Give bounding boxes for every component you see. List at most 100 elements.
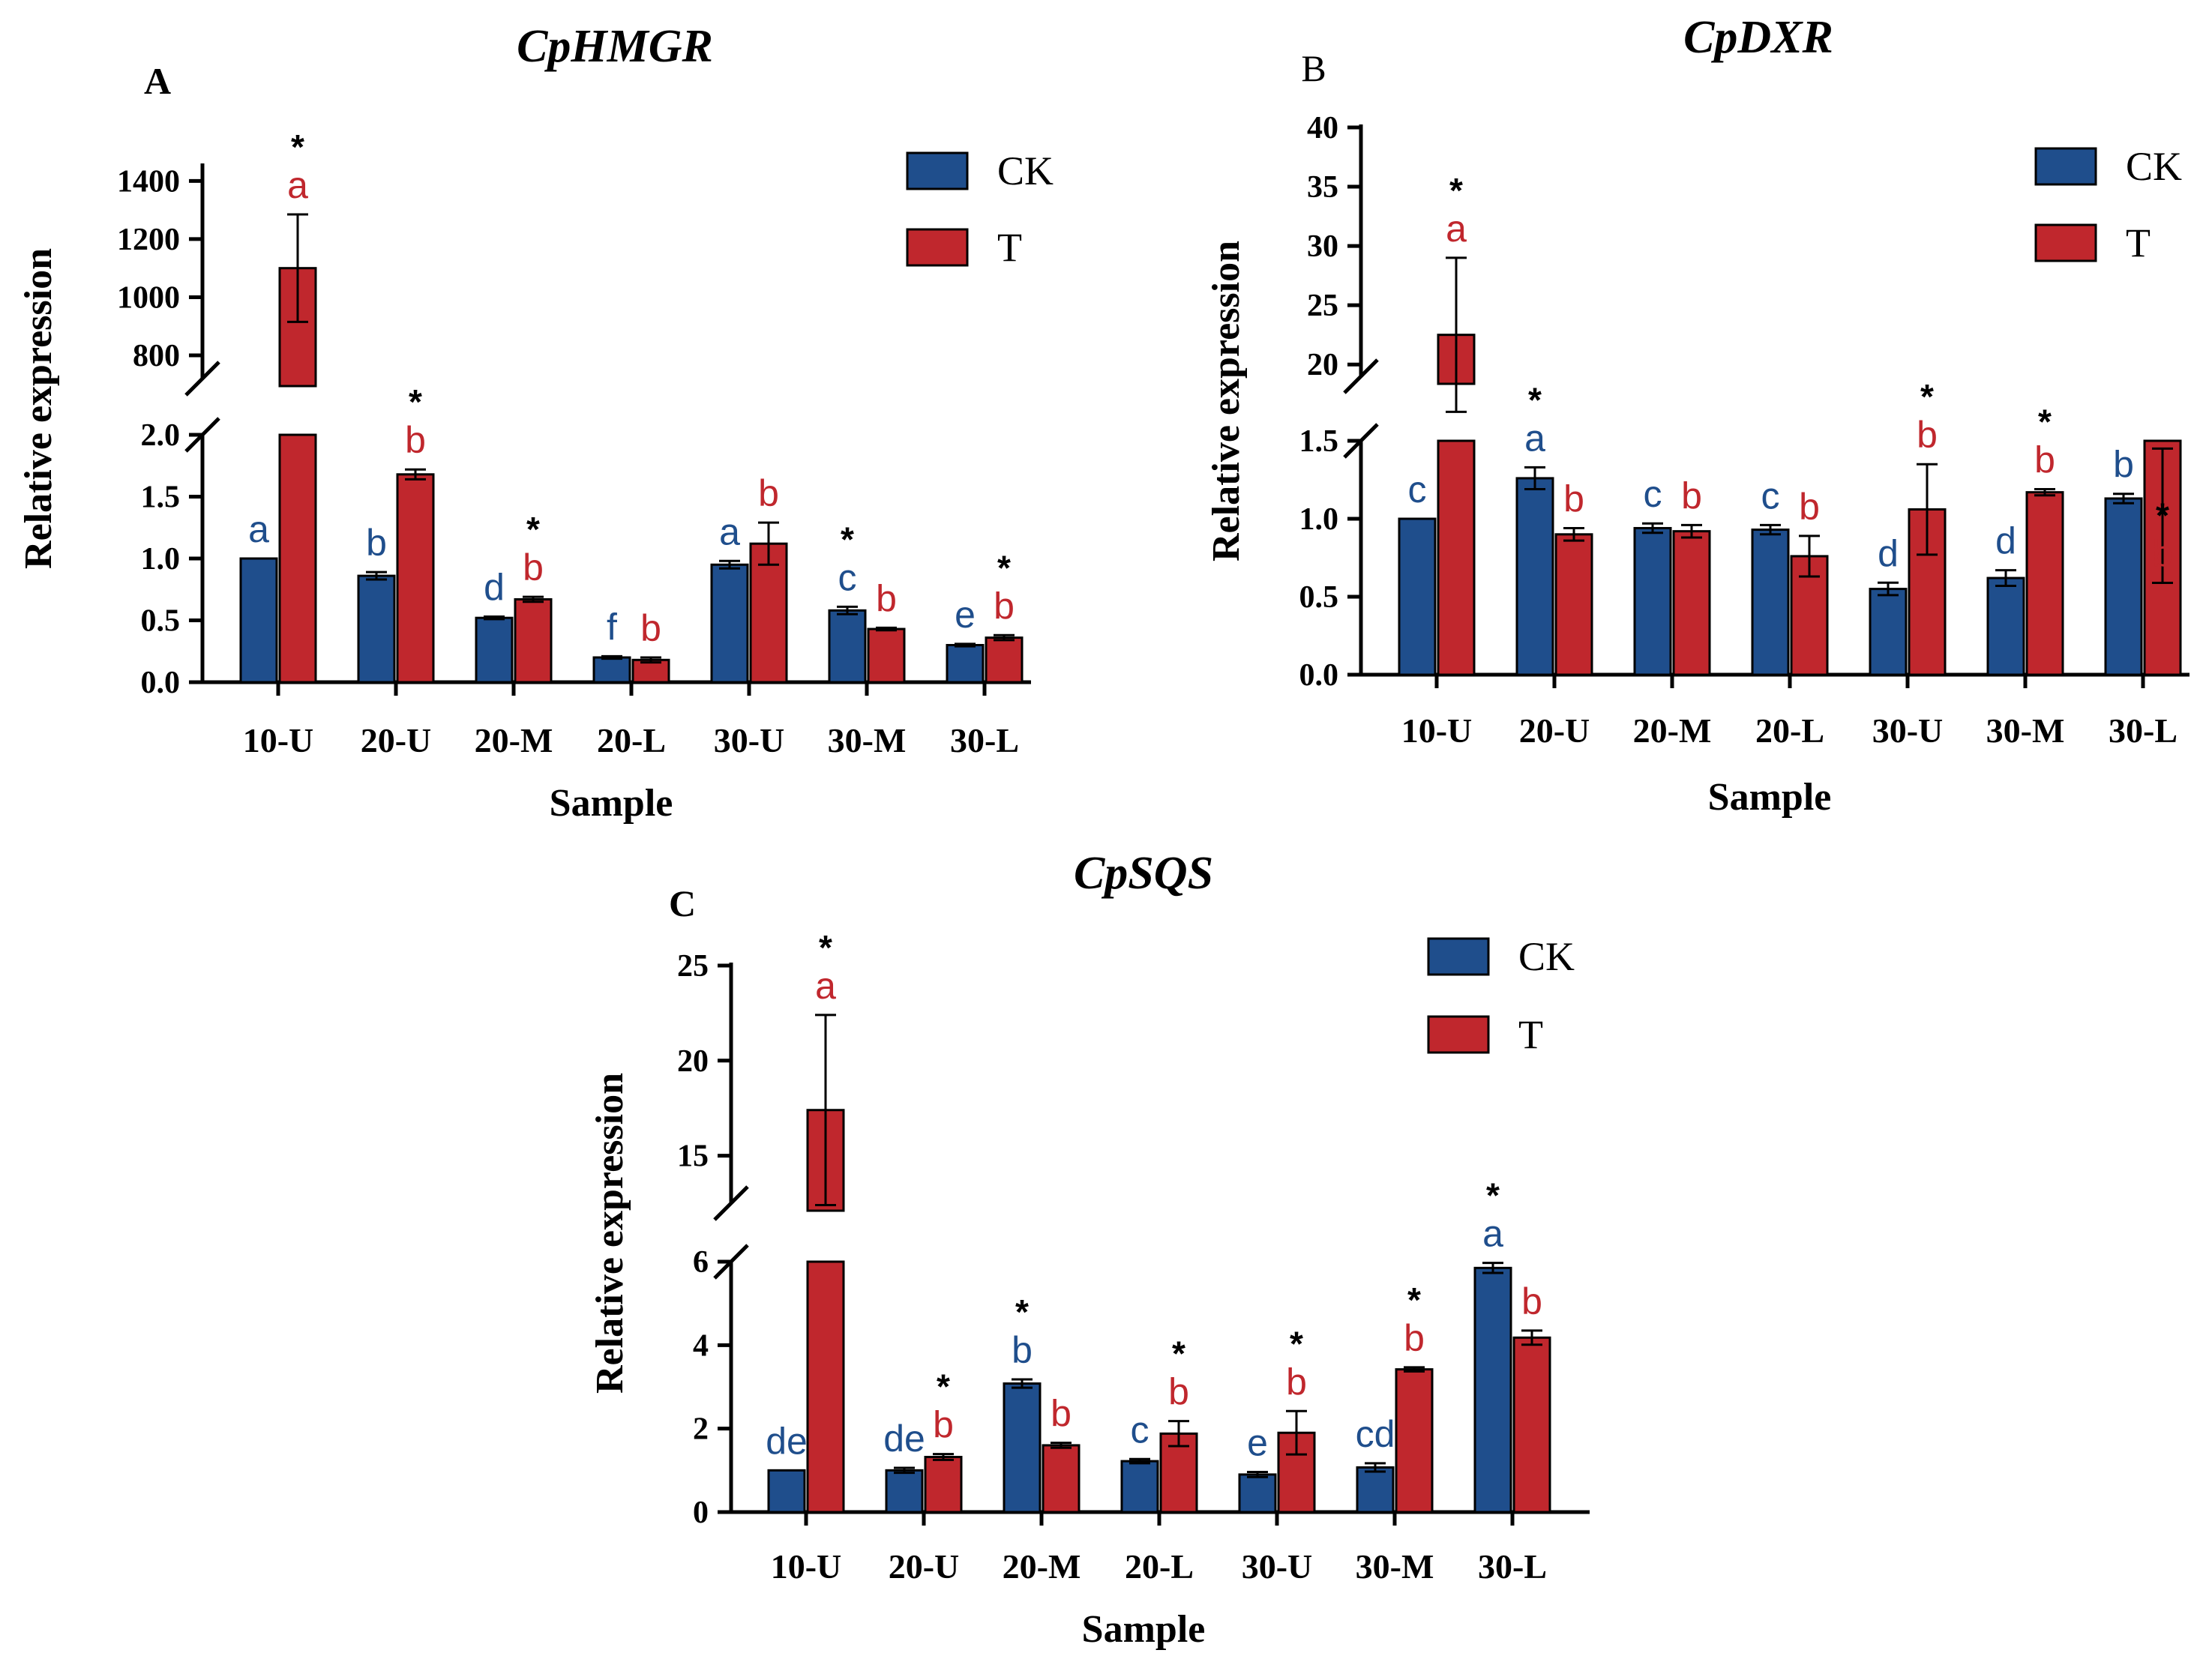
bar-ck: [2104, 497, 2143, 676]
legend-t-label: T: [2126, 220, 2151, 265]
y-tick-label: 0: [693, 1496, 709, 1530]
axis-break-mark: [184, 361, 220, 397]
x-tick-label: 30-M: [1986, 711, 2065, 750]
bar-t: [396, 473, 435, 684]
bar-ck: [1238, 1473, 1277, 1514]
y-tick-label: 30: [1307, 229, 1338, 264]
x-tick-label: 20-U: [889, 1547, 960, 1586]
significance-letter: b: [994, 585, 1015, 627]
significance-letter: b: [1168, 1371, 1189, 1413]
significance-star: *: [1172, 1334, 1185, 1373]
x-tick-label: 30-U: [1872, 711, 1944, 750]
significance-letter: b: [1917, 414, 1938, 456]
bar-t: [1042, 1444, 1081, 1514]
x-tick-label: 20-L: [1755, 711, 1824, 750]
x-tick-label: 30-L: [2109, 711, 2178, 750]
significance-letter: d: [1878, 532, 1899, 574]
bar-ck: [1473, 1266, 1512, 1514]
y-tick-label: 35: [1307, 170, 1338, 205]
significance-letter: b: [366, 522, 387, 564]
significance-letter: b: [2113, 444, 2134, 486]
significance-letter: c: [1644, 473, 1662, 515]
legend-ck-label: CK: [2126, 144, 2182, 189]
significance-letter: d: [1995, 520, 2016, 562]
significance-letter: a: [1446, 208, 1467, 250]
bar-ck: [1356, 1466, 1395, 1514]
significance-letter: e: [1247, 1422, 1268, 1464]
bar-ck: [1120, 1460, 1159, 1514]
x-tick-label: 20-U: [361, 721, 432, 759]
significance-star: *: [819, 928, 832, 967]
y-tick-label: 0.0: [141, 666, 181, 700]
bar-t: [1512, 1336, 1551, 1514]
chart-title: CpSQS: [1074, 848, 1213, 899]
x-tick-label: 10-U: [1401, 711, 1473, 750]
legend-t-swatch: [906, 228, 969, 267]
bar-ck: [239, 557, 278, 684]
significance-letter: de: [883, 1418, 925, 1460]
bar-ck: [946, 644, 985, 684]
bar-t: [278, 433, 317, 684]
significance-star: *: [937, 1367, 950, 1406]
significance-letter: b: [1286, 1361, 1307, 1403]
significance-letter: a: [1524, 417, 1545, 459]
x-tick-label: 20-L: [1125, 1547, 1194, 1586]
x-axis-label: Sample: [550, 782, 673, 825]
bar-t: [1554, 533, 1593, 676]
chart-title: CpHMGR: [517, 21, 713, 72]
y-tick-label: 15: [677, 1139, 709, 1174]
y-tick-label: 2.0: [141, 418, 181, 453]
bar-t: [806, 1260, 845, 1514]
significance-star: *: [1407, 1280, 1421, 1319]
panel-label: C: [669, 882, 696, 924]
y-tick-label: 1000: [117, 280, 180, 315]
significance-letter: b: [405, 419, 426, 461]
bar-ck: [885, 1469, 924, 1514]
y-tick-label: 6: [693, 1245, 709, 1280]
y-tick-label: 1.0: [141, 542, 181, 576]
y-tick-label: 4: [693, 1328, 709, 1363]
bar-ck: [592, 656, 631, 684]
y-tick-label: 1.5: [1299, 424, 1339, 459]
chart-panel-a: CpHMGR A 0.0 0.5 1.0 1.5 2.0 800 1000 1200 1400 Rel…: [17, 21, 1054, 825]
y-tick-label: 20: [1307, 348, 1338, 382]
y-tick-label: 20: [677, 1044, 709, 1079]
y-tick-label: 25: [677, 949, 709, 984]
significance-letter: b: [1404, 1317, 1425, 1359]
bar-ck: [1751, 529, 1790, 676]
x-tick-label: 30-L: [950, 721, 1019, 759]
bar-t: [867, 627, 906, 684]
x-tick-label: 10-U: [771, 1547, 842, 1586]
bar-t: [514, 597, 553, 684]
y-tick-label: 1200: [117, 223, 180, 257]
significance-letter: cd: [1356, 1413, 1395, 1455]
significance-star: *: [526, 510, 540, 549]
bar-t: [985, 636, 1024, 684]
significance-letter: de: [766, 1420, 808, 1462]
bar-ck: [357, 574, 396, 684]
axis-break-mark: [1343, 358, 1379, 394]
significance-letter: b: [933, 1404, 954, 1446]
chart-title: CpDXR: [1683, 12, 1833, 63]
legend-t-label: T: [997, 225, 1022, 270]
significance-star: *: [1528, 380, 1542, 419]
y-tick-label: 800: [133, 339, 180, 373]
x-tick-label: 20-M: [1003, 1547, 1081, 1586]
y-axis-label: Relative expression: [589, 1073, 631, 1394]
x-tick-label: 10-U: [243, 721, 314, 759]
significance-letter: b: [876, 577, 897, 619]
legend-ck-swatch: [906, 151, 969, 190]
significance-letter: b: [523, 547, 544, 588]
y-tick-label: 2: [693, 1412, 709, 1447]
bar-ck: [1869, 588, 1908, 676]
x-tick-label: 30-U: [714, 721, 785, 759]
legend-ck-swatch: [1427, 937, 1490, 976]
y-tick-label: 25: [1307, 289, 1338, 323]
significance-star: *: [997, 548, 1011, 587]
significance-letter: a: [248, 508, 269, 550]
significance-letter: c: [1761, 475, 1780, 517]
significance-letter: c: [1408, 469, 1427, 511]
bar-t: [1672, 530, 1711, 676]
significance-letter: b: [2034, 439, 2055, 481]
